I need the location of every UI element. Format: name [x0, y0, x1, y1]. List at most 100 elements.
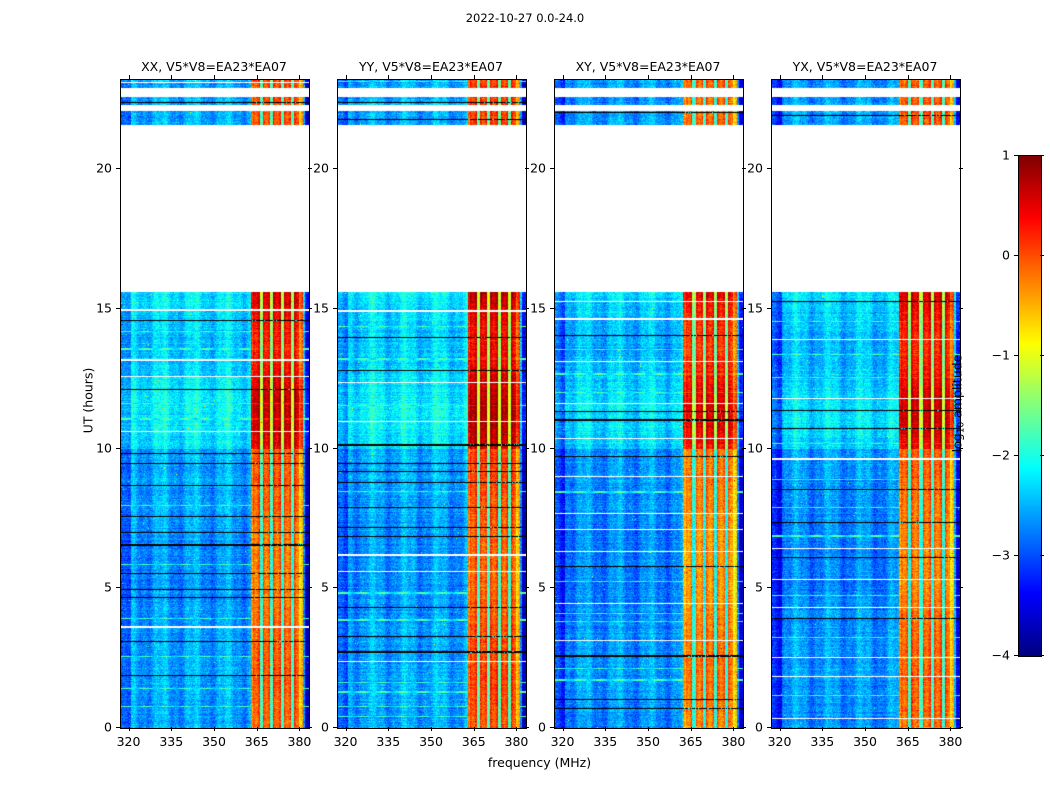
y-tick-mark	[525, 587, 529, 589]
x-tick-mark	[345, 75, 347, 79]
y-tick-label: 5	[538, 579, 546, 595]
x-tick-label: 365	[461, 734, 486, 749]
x-tick-mark	[345, 727, 347, 731]
y-tick-mark	[116, 727, 120, 728]
x-tick-mark	[214, 727, 215, 731]
x-tick-label: 320	[116, 734, 141, 749]
y-tick-mark	[550, 168, 554, 170]
y-tick-label: 15	[747, 300, 763, 316]
x-tick-mark	[779, 727, 781, 731]
figure-suptitle: 2022-10-27 0.0-24.0	[465, 11, 585, 25]
axes-xx[interactable]	[120, 79, 310, 729]
y-tick-mark	[550, 308, 554, 310]
x-tick-mark	[128, 727, 130, 731]
colorbar-tick-mark	[1014, 655, 1018, 656]
x-tick-mark	[562, 727, 564, 731]
x-tick-mark	[605, 75, 607, 79]
colorbar-tick-label: −3	[991, 547, 1010, 563]
x-tick-mark	[388, 75, 390, 79]
y-tick-mark	[308, 308, 312, 310]
y-tick-mark	[333, 727, 337, 728]
y-tick-mark	[116, 308, 120, 310]
x-tick-mark	[299, 75, 301, 79]
colorbar-tick-label: 1	[1002, 147, 1010, 163]
y-tick-mark	[116, 168, 120, 170]
x-tick-label: 350	[419, 734, 443, 749]
x-tick-mark	[214, 75, 215, 79]
y-tick-label: 5	[104, 579, 112, 595]
x-tick-mark	[950, 75, 952, 79]
y-tick-mark	[525, 447, 529, 449]
x-tick-mark	[822, 75, 824, 79]
y-tick-mark	[767, 168, 771, 170]
x-tick-mark	[388, 727, 390, 731]
colorbar-tick-mark	[1014, 455, 1018, 456]
x-tick-mark	[822, 727, 824, 731]
y-tick-label: 15	[530, 300, 546, 316]
y-tick-mark	[767, 727, 771, 728]
x-tick-mark	[733, 727, 735, 731]
colorbar-tick-mark	[1040, 355, 1044, 356]
x-tick-label: 320	[550, 734, 575, 749]
y-tick-label: 0	[755, 719, 763, 735]
colorbar-gradient	[1019, 156, 1041, 656]
x-tick-mark	[562, 75, 564, 79]
panel-title-yy: YY, V5*V8=EA23*EA07	[359, 59, 503, 74]
x-tick-label: 365	[244, 734, 269, 749]
y-tick-mark	[959, 168, 963, 170]
panel-yy: YY, V5*V8=EA23*EA07 0 5 10 15 20 320 335 350 365 3…	[313, 59, 529, 749]
y-tick-mark	[333, 308, 337, 310]
y-tick-label: 0	[104, 719, 112, 735]
panel-xy: XY, V5*V8=EA23*EA07 0 5 10 15 20 320 335 350 365 3…	[530, 59, 746, 749]
x-tick-mark	[690, 727, 692, 731]
axes-yx[interactable]	[771, 79, 961, 729]
colorbar-tick-mark	[1014, 255, 1018, 256]
x-tick-mark	[648, 75, 649, 79]
colorbar-tick-mark	[1014, 155, 1018, 156]
y-tick-mark	[742, 727, 746, 728]
y-tick-mark	[308, 587, 312, 589]
colorbar-tick-mark	[1040, 455, 1044, 456]
y-tick-mark	[308, 447, 312, 449]
y-tick-label: 20	[96, 160, 112, 176]
y-tick-mark	[742, 168, 746, 170]
y-tick-label: 20	[530, 160, 546, 176]
y-tick-mark	[525, 168, 529, 170]
colorbar-tick-mark	[1014, 355, 1018, 356]
colorbar-tick-mark	[1040, 655, 1044, 656]
y-axis-label: UT (hours)	[80, 367, 96, 434]
x-tick-label: 335	[593, 734, 618, 749]
x-tick-label: 365	[678, 734, 703, 749]
y-tick-mark	[767, 587, 771, 589]
colorbar-label: log10 amplitude	[949, 354, 967, 453]
x-tick-mark	[171, 727, 173, 731]
x-tick-mark	[516, 75, 518, 79]
y-tick-mark	[550, 587, 554, 589]
x-tick-mark	[431, 727, 432, 731]
y-tick-mark	[742, 308, 746, 310]
x-tick-label: 380	[938, 734, 963, 749]
y-tick-mark	[333, 168, 337, 170]
panel-xx: XX, V5*V8=EA23*EA07 0 5 10 15 20 320 335 350 365 3…	[96, 59, 312, 749]
waterfall-image-yy	[338, 80, 526, 728]
y-tick-label: 5	[321, 579, 329, 595]
colorbar-tick-mark	[1014, 555, 1018, 556]
y-tick-label: 15	[96, 300, 112, 316]
colorbar	[1018, 155, 1042, 657]
x-tick-label: 335	[159, 734, 184, 749]
x-tick-mark	[733, 75, 735, 79]
axes-yy[interactable]	[337, 79, 527, 729]
y-tick-mark	[550, 447, 554, 449]
x-tick-mark	[907, 75, 909, 79]
x-tick-mark	[865, 727, 866, 731]
colorbar-tick-mark	[1040, 155, 1044, 156]
y-tick-mark	[742, 447, 746, 449]
x-tick-mark	[950, 727, 952, 731]
y-tick-label: 10	[96, 440, 112, 456]
axes-xy[interactable]	[554, 79, 744, 729]
colorbar-tick-mark	[1040, 255, 1044, 256]
colorbar-tick-mark	[1040, 555, 1044, 556]
y-tick-label: 20	[747, 160, 763, 176]
x-tick-mark	[865, 75, 866, 79]
